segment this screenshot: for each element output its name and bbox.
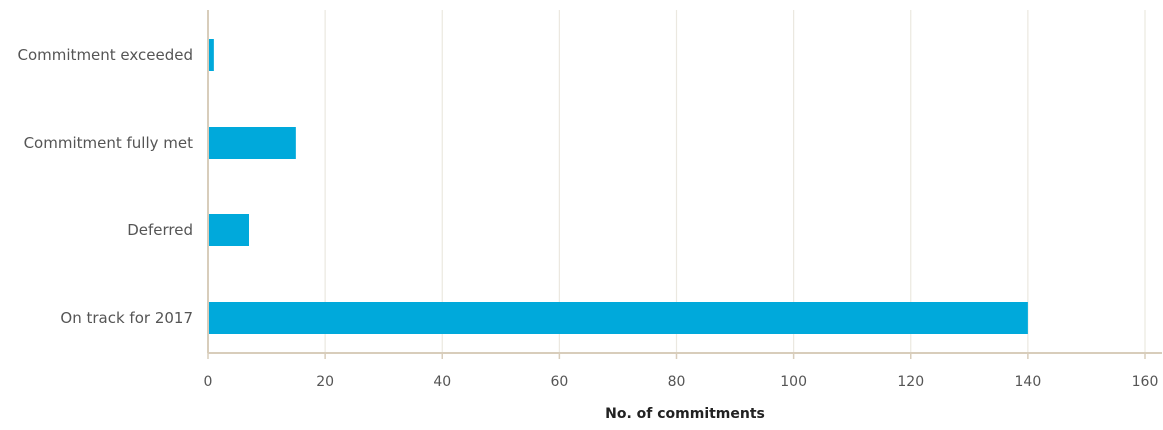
x-tick-label: 80 xyxy=(668,374,686,390)
axes xyxy=(207,10,1162,354)
bar xyxy=(209,127,296,159)
x-tick-label: 160 xyxy=(1132,374,1159,390)
bar xyxy=(209,302,1028,334)
x-tick-label: 40 xyxy=(433,374,451,390)
x-tick-label: 140 xyxy=(1015,374,1042,390)
gridlines xyxy=(324,10,1146,353)
category-label: On track for 2017 xyxy=(60,309,193,327)
x-tick-label: 120 xyxy=(897,374,924,390)
bar xyxy=(209,214,249,246)
category-label: Deferred xyxy=(127,221,193,239)
bars xyxy=(209,39,1028,334)
x-tick-label: 100 xyxy=(780,374,807,390)
category-label: Commitment fully met xyxy=(24,134,194,152)
x-tick-label: 20 xyxy=(316,374,334,390)
x-tick-label: 0 xyxy=(204,374,213,390)
category-labels: Commitment exceeded Commitment fully met D… xyxy=(18,46,194,327)
bar xyxy=(209,39,214,71)
x-axis-title: No. of commitments xyxy=(605,406,765,422)
x-tick-label: 60 xyxy=(550,374,568,390)
category-label: Commitment exceeded xyxy=(18,46,193,64)
x-tick-labels: 0 20 40 60 80 100 120 140 160 xyxy=(204,353,1159,390)
